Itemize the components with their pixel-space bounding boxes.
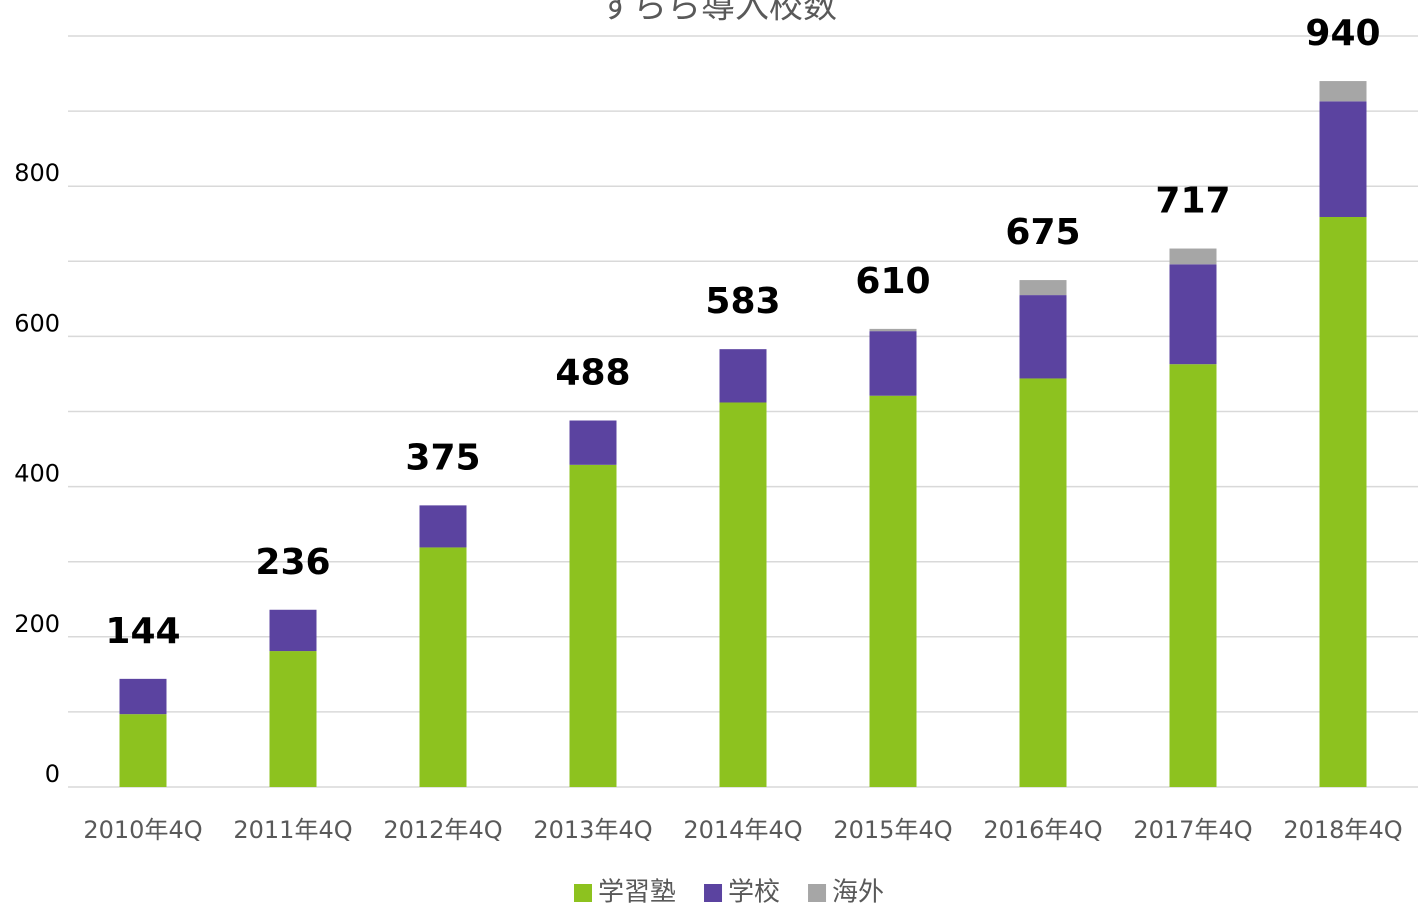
bar-segment [1169, 364, 1217, 787]
x-tick-label: 2013年4Q [533, 816, 652, 844]
total-label: 488 [555, 353, 630, 394]
y-tick-label: 400 [14, 460, 60, 488]
bar-segment [569, 464, 617, 787]
bar-segment [719, 349, 767, 403]
x-tick-label: 2016年4Q [983, 816, 1102, 844]
x-tick-label: 2017年4Q [1133, 816, 1252, 844]
bar-segment [869, 328, 917, 332]
bar-segment [269, 609, 317, 652]
legend-swatch [704, 884, 723, 902]
bar-segment [1319, 101, 1367, 217]
legend-swatch [808, 884, 827, 902]
bar-segment [869, 395, 917, 787]
bar-segment [719, 402, 767, 787]
x-tick-label: 2011年4Q [233, 816, 352, 844]
y-tick-label: 200 [14, 610, 60, 638]
total-label: 675 [1005, 212, 1080, 253]
bar-segment [869, 331, 917, 396]
total-label: 583 [705, 281, 780, 322]
x-tick-label: 2015年4Q [833, 816, 952, 844]
bar-segment [419, 547, 467, 787]
total-label: 236 [255, 542, 330, 583]
y-tick-label: 0 [45, 760, 60, 788]
bar-segment [1319, 216, 1367, 788]
legend-label: 学校 [728, 878, 780, 906]
chart-title: すらら導入校数 [599, 0, 837, 27]
legend-swatch [574, 884, 592, 902]
total-label: 717 [1155, 181, 1230, 222]
bar-segment [569, 420, 617, 465]
total-label: 144 [105, 611, 180, 652]
legend-label: 学習塾 [598, 878, 676, 906]
x-tick-label: 2012年4Q [383, 816, 502, 844]
bar-segment [1169, 264, 1217, 365]
bar-segment [419, 505, 467, 548]
bar-segment [1169, 248, 1217, 265]
bar-segment [1319, 81, 1367, 102]
total-label: 610 [855, 261, 930, 302]
x-tick-label: 2018年4Q [1283, 816, 1402, 844]
bar-segment [269, 651, 317, 787]
bar-segment [1019, 378, 1067, 787]
y-tick-label: 600 [14, 309, 60, 337]
bar-segment [1019, 295, 1067, 379]
y-tick-label: 800 [14, 159, 60, 187]
legend-label: 海外 [832, 878, 884, 906]
total-label: 375 [405, 437, 480, 478]
bar-segment [1019, 280, 1067, 296]
x-tick-label: 2014年4Q [683, 816, 802, 844]
bar-segment [119, 714, 167, 787]
x-tick-label: 2010年4Q [83, 816, 202, 844]
bar-segment [119, 678, 167, 715]
total-label: 940 [1305, 13, 1380, 54]
